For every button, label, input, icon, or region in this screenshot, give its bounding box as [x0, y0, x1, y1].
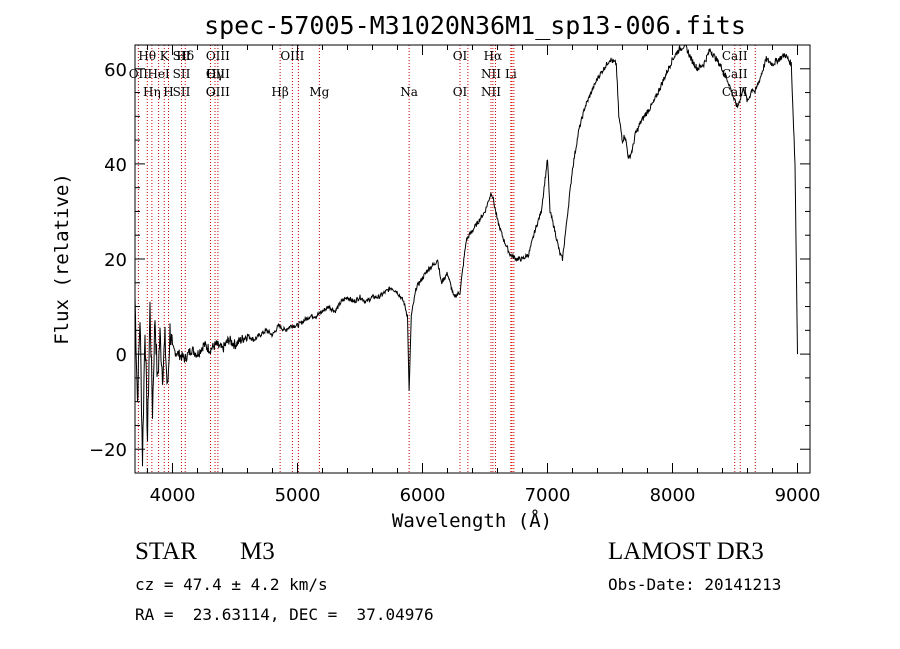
line-label-0-4: OIII	[280, 49, 304, 63]
x-tick-label-2: 6000	[400, 485, 446, 506]
line-label-2-9: SII	[173, 85, 191, 99]
line-label-0-3: OIII	[206, 49, 230, 63]
object-type: STAR	[135, 538, 197, 565]
line-label-1-1: HeI	[147, 67, 170, 81]
x-tick-label-3: 7000	[525, 485, 571, 506]
y-axis-label: Flux (relative)	[51, 173, 73, 345]
line-label-0-8: CaII	[722, 49, 748, 63]
line-label-0-0: Hθ	[138, 49, 156, 63]
spectral-line-markers	[137, 45, 756, 473]
y-tick-label-0: −20	[89, 440, 127, 461]
line-label-1-5: NII	[481, 67, 501, 81]
line-label-2-7: OI	[453, 85, 468, 99]
line-label-1-4: OIII	[206, 67, 230, 81]
x-tick-label-5: 9000	[775, 485, 821, 506]
y-tick-label-2: 20	[104, 250, 127, 271]
line-label-2-1: Hη	[143, 85, 161, 99]
y-tick-label-3: 40	[104, 155, 127, 176]
x-tick-label-0: 4000	[150, 485, 196, 506]
redshift-cz: cz = 47.4 ± 4.2 km/s	[135, 575, 328, 594]
line-label-2-3: G	[206, 85, 216, 99]
plot-frame	[134, 44, 811, 474]
x-axis-ticks: 4000 5000 6000 7000 8000 9000	[147, 45, 821, 506]
x-tick-label-1: 5000	[275, 485, 321, 506]
line-label-2-4: Hβ	[271, 85, 288, 99]
object-subclass: M3	[240, 538, 275, 565]
line-label-1-0: OII	[129, 67, 149, 81]
line-label-1-6: Li	[505, 67, 517, 81]
observation-date: Obs-Date: 20141213	[608, 575, 782, 594]
line-label-0-2: Hδ	[176, 49, 194, 63]
y-tick-label-4: 60	[104, 60, 127, 81]
line-label-0-7: SII	[173, 49, 191, 63]
line-label-2-2: H	[163, 85, 173, 99]
chart-title: spec-57005-M31020N36M1_sp13-006.fits	[204, 11, 746, 40]
line-label-0-6: Hα	[484, 49, 503, 63]
line-label-1-2: SII	[173, 67, 191, 81]
y-tick-label-1: 0	[116, 345, 127, 366]
line-label-2-0: OIII	[206, 85, 230, 99]
flux-curve	[134, 44, 798, 467]
line-label-0-1: K	[160, 49, 170, 63]
y-axis-ticks: −20 0 20 40 60	[89, 44, 810, 461]
survey-name: LAMOST DR3	[608, 538, 764, 565]
line-label-0-5: OI	[453, 49, 468, 63]
x-axis-label: Wavelength (Å)	[392, 509, 552, 532]
line-label-1-3: Hγ	[206, 67, 224, 81]
line-label-2-8: NII	[481, 85, 501, 99]
coordinates: RA = 23.63114, DEC = 37.04976	[135, 605, 434, 624]
line-label-1-7: CaII	[722, 67, 748, 81]
line-label-2-5: Mg	[309, 85, 329, 99]
x-tick-label-4: 8000	[650, 485, 696, 506]
line-label-2-6: Na	[400, 85, 418, 99]
